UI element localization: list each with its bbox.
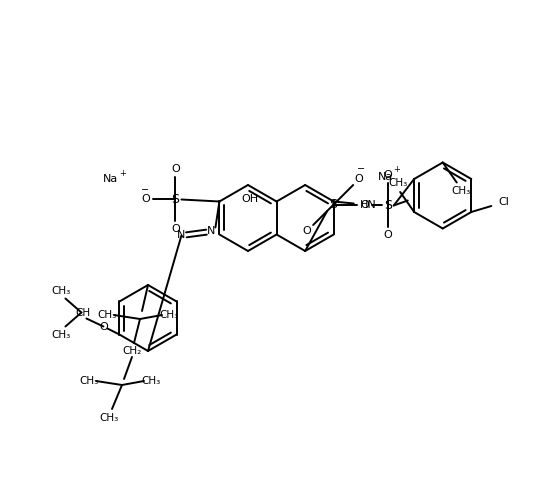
Text: CH₃: CH₃ bbox=[79, 376, 99, 386]
Text: −: − bbox=[357, 164, 365, 174]
Text: S: S bbox=[172, 193, 180, 206]
Text: O: O bbox=[355, 174, 364, 184]
Text: O: O bbox=[99, 322, 108, 331]
Text: OH: OH bbox=[241, 194, 259, 204]
Text: O: O bbox=[141, 195, 150, 205]
Text: CH₃: CH₃ bbox=[99, 413, 119, 423]
Text: N: N bbox=[177, 231, 185, 241]
Text: CH₃: CH₃ bbox=[389, 178, 408, 188]
Text: N: N bbox=[207, 227, 216, 237]
Text: O: O bbox=[383, 231, 392, 241]
Text: CH₃: CH₃ bbox=[52, 329, 71, 339]
Text: O: O bbox=[171, 165, 180, 174]
Text: CH₃: CH₃ bbox=[451, 187, 470, 197]
Text: O: O bbox=[361, 200, 369, 210]
Text: CH₃: CH₃ bbox=[159, 310, 179, 320]
Text: +: + bbox=[119, 169, 126, 178]
Text: S: S bbox=[329, 199, 337, 211]
Text: CH: CH bbox=[76, 307, 91, 318]
Text: O: O bbox=[303, 226, 311, 236]
Text: Na: Na bbox=[377, 172, 393, 182]
Text: O: O bbox=[171, 224, 180, 235]
Text: S: S bbox=[384, 199, 392, 212]
Text: Cl: Cl bbox=[498, 197, 509, 207]
Text: −: − bbox=[141, 186, 149, 196]
Text: CH₂: CH₂ bbox=[123, 346, 142, 356]
Text: CH₃: CH₃ bbox=[141, 376, 160, 386]
Text: Na: Na bbox=[103, 174, 118, 184]
Text: HN: HN bbox=[360, 201, 376, 210]
Text: CH₃: CH₃ bbox=[98, 310, 117, 320]
Text: +: + bbox=[393, 165, 400, 174]
Text: CH₃: CH₃ bbox=[52, 286, 71, 295]
Text: O: O bbox=[383, 170, 392, 180]
